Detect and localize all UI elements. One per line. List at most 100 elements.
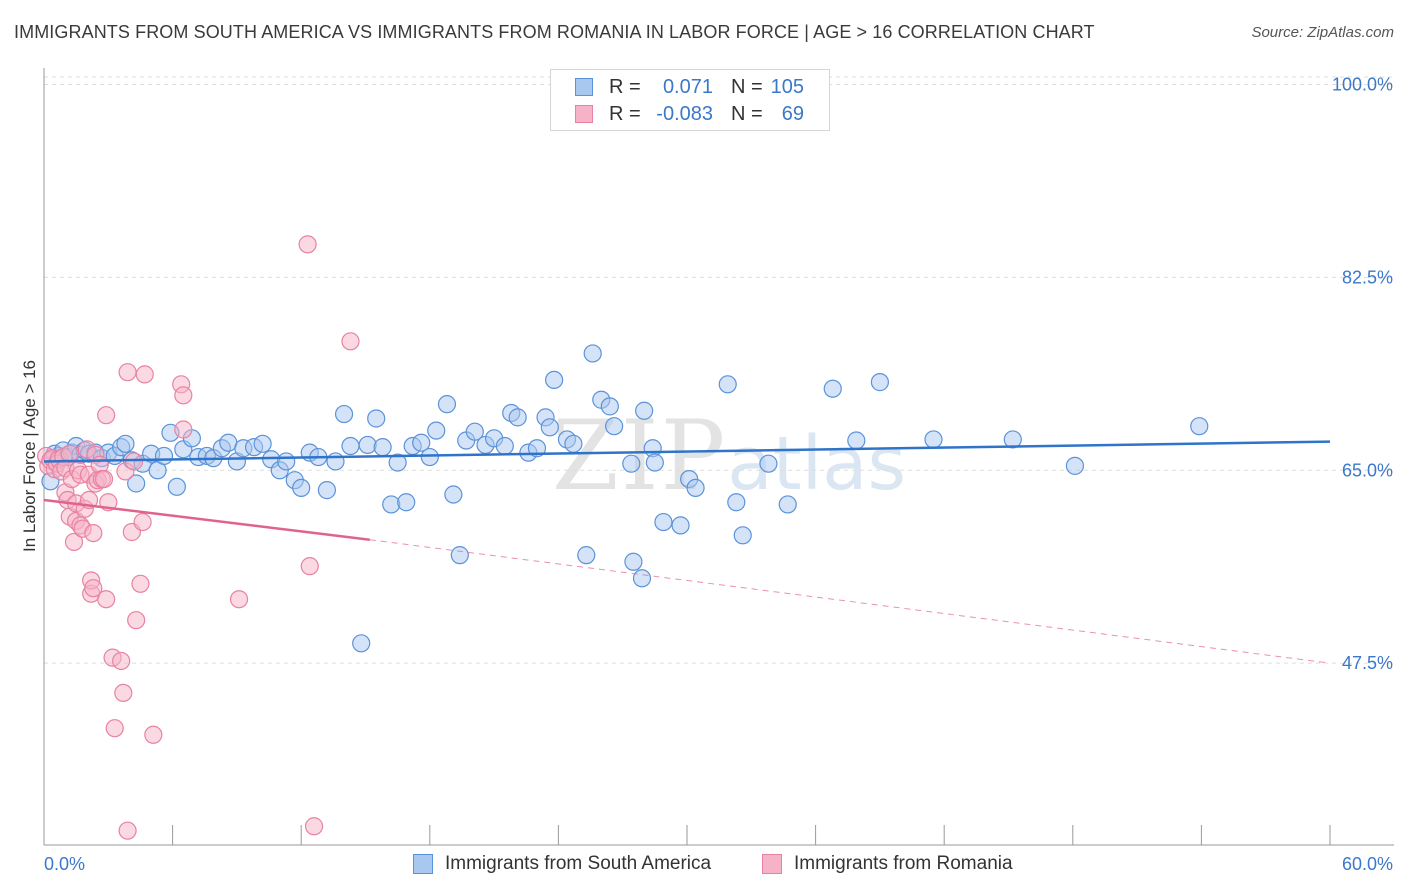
- data-point-romania: [97, 406, 116, 425]
- data-point-south-america: [564, 434, 583, 453]
- data-point-south-america: [727, 493, 746, 512]
- data-point-romania: [64, 532, 84, 552]
- data-point-south-america: [718, 375, 737, 394]
- data-point-romania: [84, 523, 103, 543]
- data-point-romania: [124, 452, 144, 471]
- y-axis-label: In Labor Force | Age > 16: [20, 360, 39, 552]
- data-point-south-america: [1003, 430, 1022, 449]
- ticks: 47.5% 65.0% 82.5% 100.0% 0.0% 60.0%: [44, 75, 1393, 874]
- y-tick-label: 82.5%: [1342, 267, 1393, 287]
- legend-r-label: R =: [609, 76, 641, 98]
- data-point-south-america: [545, 370, 564, 390]
- trend-lines: [43, 440, 1331, 664]
- legend-n-value: 69: [781, 103, 804, 125]
- series-south-america: [41, 344, 1209, 653]
- data-point-south-america: [292, 478, 311, 498]
- data-point-south-america: [635, 401, 654, 420]
- data-point-south-america: [577, 546, 596, 565]
- data-point-south-america: [583, 344, 602, 363]
- data-point-south-america: [352, 634, 371, 653]
- data-point-south-america: [600, 397, 619, 416]
- legend-r-value: -0.083: [656, 103, 713, 125]
- data-point-romania: [300, 557, 319, 576]
- legend-n-label: N =: [731, 103, 763, 125]
- legend-row-south-america: R = 0.071 N = 105: [551, 73, 829, 99]
- chart-title: IMMIGRANTS FROM SOUTH AMERICA VS IMMIGRA…: [14, 22, 1095, 42]
- data-point-romania: [174, 386, 193, 405]
- data-point-romania: [105, 719, 124, 738]
- data-point-romania: [97, 590, 116, 609]
- data-point-romania: [127, 611, 146, 630]
- grid: [44, 76, 1394, 664]
- data-point-romania: [131, 574, 150, 593]
- data-point-romania: [144, 725, 163, 744]
- data-point-south-america: [632, 569, 652, 588]
- data-point-south-america: [437, 395, 457, 414]
- legend-r-label: R =: [609, 103, 641, 125]
- data-point-south-america: [373, 438, 392, 457]
- source-label: Source: ZipAtlas.com: [1251, 24, 1394, 41]
- x-tick-label: 0.0%: [44, 854, 85, 874]
- data-point-south-america: [495, 436, 514, 456]
- trend-line-romania: [43, 498, 370, 541]
- data-point-romania: [133, 512, 152, 532]
- data-point-romania: [118, 821, 137, 840]
- data-point-south-america: [924, 430, 943, 449]
- data-point-south-america: [605, 417, 624, 436]
- legend-swatch-blue: [575, 78, 593, 96]
- data-point-south-america: [622, 454, 641, 473]
- data-point-south-america: [116, 434, 135, 453]
- data-point-south-america: [624, 552, 643, 571]
- data-point-south-america: [508, 408, 527, 427]
- bottom-legend: Immigrants from South America Immigrants…: [0, 852, 1406, 878]
- data-point-romania: [304, 817, 324, 836]
- legend-n-label: N =: [731, 76, 763, 98]
- data-point-south-america: [334, 404, 354, 424]
- data-point-south-america: [759, 454, 778, 473]
- x-tick-label: 60.0%: [1342, 854, 1393, 874]
- data-point-south-america: [671, 516, 690, 535]
- data-point-south-america: [527, 439, 547, 458]
- bottom-legend-label: Immigrants from South America: [445, 853, 712, 874]
- data-point-romania: [84, 579, 103, 598]
- data-point-south-america: [367, 409, 386, 428]
- data-point-south-america: [253, 434, 272, 453]
- data-point-south-america: [465, 422, 484, 441]
- data-point-romania: [229, 590, 249, 609]
- data-point-romania: [60, 444, 79, 463]
- correlation-legend: R = 0.071 N = 105 R = -0.083 N = 69: [550, 69, 830, 131]
- legend-row-romania: R = -0.083 N = 69: [551, 100, 829, 126]
- bottom-legend-swatch-pink: [762, 854, 782, 874]
- trend-line-south-america: [43, 440, 1331, 463]
- watermark-atlas: atlas: [727, 421, 907, 507]
- data-point-south-america: [686, 478, 705, 498]
- data-point-south-america: [167, 477, 186, 496]
- data-point-south-america: [444, 485, 463, 504]
- data-point-south-america: [412, 433, 431, 452]
- data-point-south-america: [645, 453, 664, 472]
- data-point-romania: [118, 363, 137, 382]
- data-point-south-america: [154, 446, 174, 466]
- data-point-romania: [298, 235, 317, 254]
- data-point-south-america: [870, 373, 890, 392]
- data-point-romania: [114, 683, 133, 703]
- data-point-south-america: [733, 526, 752, 545]
- data-point-romania: [112, 651, 131, 671]
- legend-n-value: 105: [770, 76, 804, 98]
- data-point-south-america: [326, 452, 345, 471]
- data-point-south-america: [778, 495, 797, 514]
- data-point-south-america: [823, 379, 842, 398]
- data-point-romania: [174, 420, 193, 439]
- data-point-romania: [135, 365, 154, 384]
- data-point-south-america: [317, 481, 337, 500]
- data-point-romania: [94, 469, 114, 489]
- series-romania: [37, 235, 360, 840]
- data-point-south-america: [540, 418, 559, 437]
- data-point-south-america: [420, 447, 439, 467]
- trend-line-romania-extrapolated: [369, 539, 1331, 664]
- data-point-south-america: [341, 436, 360, 456]
- data-point-south-america: [388, 453, 407, 472]
- data-point-south-america: [1190, 417, 1209, 436]
- bottom-legend-label: Immigrants from Romania: [794, 853, 1013, 874]
